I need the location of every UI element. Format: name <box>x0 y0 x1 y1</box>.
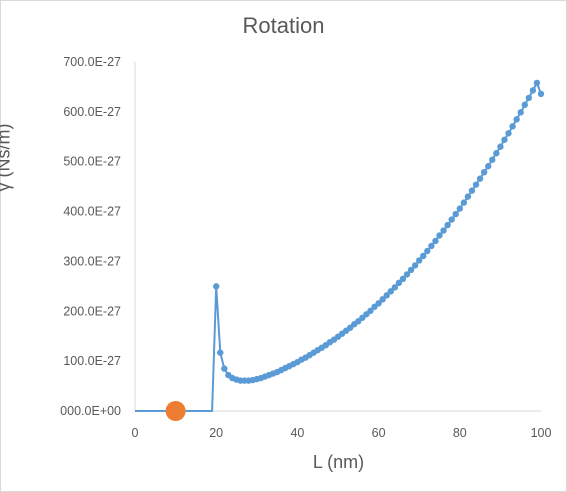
y-tick-label: 600.0E-27 <box>63 105 121 119</box>
data-point <box>367 307 374 314</box>
chart-title: Rotation <box>242 13 325 38</box>
data-point <box>444 221 451 229</box>
x-tick-label: 40 <box>290 426 304 440</box>
data-point <box>440 227 447 234</box>
data-point <box>525 94 533 102</box>
y-tick-label: 700.0E-27 <box>63 55 121 69</box>
data-point <box>468 187 476 194</box>
x-tick-label: 0 <box>132 426 139 440</box>
y-tick-label: 000.0E+00 <box>60 404 121 418</box>
data-point <box>452 210 459 218</box>
x-tick-label: 100 <box>531 426 552 440</box>
data-point <box>411 262 419 269</box>
data-point <box>424 247 431 255</box>
data-point <box>379 296 386 303</box>
data-point <box>460 199 468 206</box>
data-point <box>432 237 439 245</box>
data-point <box>501 136 508 143</box>
data-point <box>213 283 220 290</box>
data-point <box>436 232 443 239</box>
data-point <box>221 365 228 372</box>
x-tick-label: 80 <box>453 426 467 440</box>
data-point <box>217 349 224 356</box>
y-tick-label: 400.0E-27 <box>63 205 121 219</box>
data-point <box>383 292 390 299</box>
data-point <box>497 143 504 150</box>
data-point <box>387 288 394 295</box>
data-point <box>485 163 492 170</box>
data-point <box>448 216 455 223</box>
data-point <box>472 181 480 188</box>
data-point <box>456 205 463 212</box>
data-point <box>537 90 545 98</box>
y-tick-label: 300.0E-27 <box>63 254 121 268</box>
data-point <box>533 79 541 87</box>
data-point <box>420 252 427 260</box>
data-point <box>375 300 382 307</box>
data-point <box>529 87 537 94</box>
data-point <box>521 101 528 109</box>
data-point <box>464 193 472 200</box>
data-point <box>399 275 407 283</box>
data-point <box>416 257 423 264</box>
data-point <box>391 284 399 291</box>
y-tick-label: 100.0E-27 <box>63 354 121 368</box>
data-point <box>505 130 512 137</box>
highlight-point <box>165 401 186 421</box>
y-axis-title: γ (Ns/m) <box>0 123 14 192</box>
data-point <box>493 150 500 157</box>
data-point <box>428 242 435 250</box>
data-point <box>407 266 415 274</box>
y-tick-label: 500.0E-27 <box>63 155 121 169</box>
x-tick-label: 20 <box>209 426 223 440</box>
data-point <box>513 116 520 123</box>
x-axis-title: L (nm) <box>312 452 365 472</box>
y-tick-labels: 000.0E+00 100.0E-27 200.0E-27 300.0E-27 400.… <box>60 55 121 418</box>
data-point <box>489 156 496 163</box>
x-tick-label: 60 <box>372 426 386 440</box>
x-tick-labels: 0 20 40 60 80 100 <box>132 426 552 440</box>
data-point <box>395 279 403 287</box>
series-line <box>135 81 542 412</box>
data-point <box>480 168 488 176</box>
data-point <box>403 271 411 278</box>
data-point <box>517 109 524 116</box>
data-point <box>509 123 516 130</box>
data-point <box>476 175 484 182</box>
series-layer <box>135 79 545 421</box>
y-tick-label: 200.0E-27 <box>63 304 121 318</box>
